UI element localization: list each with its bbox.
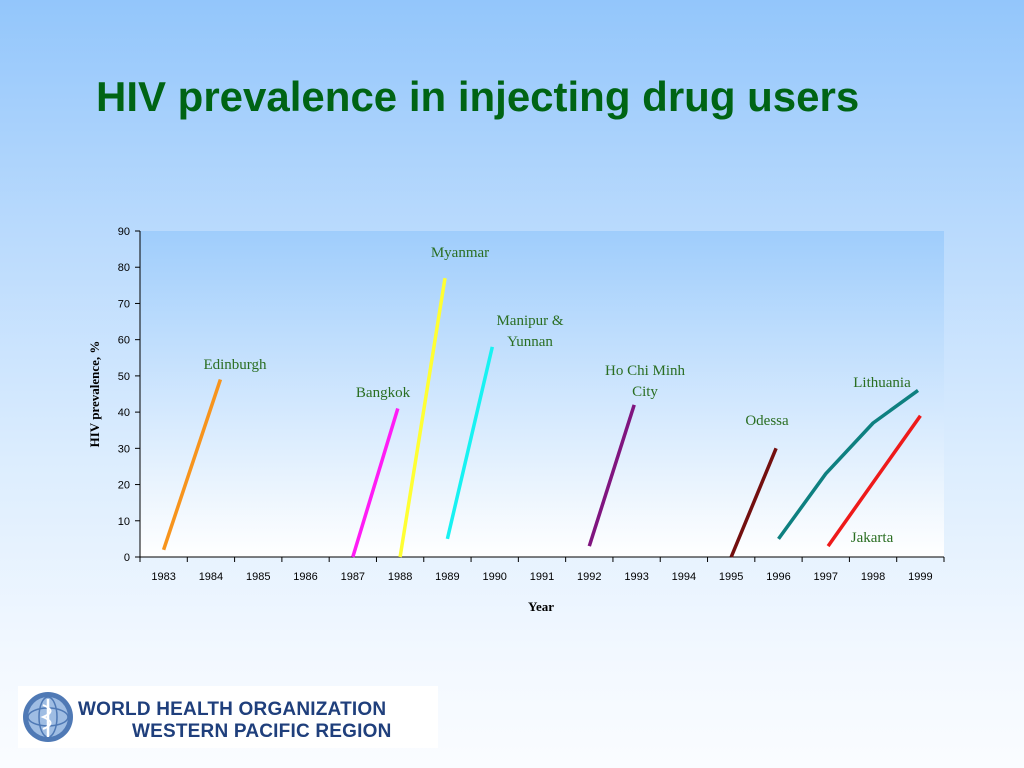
series-label: Myanmar <box>431 245 489 261</box>
series-line <box>587 404 636 547</box>
x-tick-label: 1988 <box>388 571 412 583</box>
y-tick-label: 30 <box>118 443 130 455</box>
org-region: WESTERN PACIFIC REGION <box>132 721 392 742</box>
x-tick-label: 1997 <box>814 571 838 583</box>
series-line <box>445 346 495 540</box>
x-tick-label: 1995 <box>719 571 743 583</box>
x-tick-label: 1994 <box>672 571 696 583</box>
y-tick-label: 70 <box>118 298 130 310</box>
series-line <box>777 388 920 540</box>
series-line <box>826 414 922 548</box>
y-tick-label: 40 <box>118 407 130 419</box>
y-axis-title: HIV prevalence, % <box>87 341 102 448</box>
series-line <box>351 407 400 558</box>
y-tick-label: 0 <box>124 552 130 564</box>
y-tick-label: 10 <box>118 516 130 528</box>
y-tick-label: 80 <box>118 262 130 274</box>
series-label: Edinburgh <box>203 357 267 373</box>
series-line <box>161 378 223 551</box>
y-tick-label: 60 <box>118 335 130 347</box>
series-label: Ho Chi Minh City <box>605 363 686 400</box>
org-name: WORLD HEALTH ORGANIZATION <box>78 699 387 720</box>
series-line <box>398 277 447 558</box>
x-tick-label: 1984 <box>199 571 223 583</box>
x-tick-label: 1991 <box>530 571 554 583</box>
series-label: Manipur & Yunnan <box>496 313 563 350</box>
x-tick-label: 1989 <box>435 571 459 583</box>
series-label: Jakarta <box>851 530 894 546</box>
x-tick-label: 1998 <box>861 571 885 583</box>
x-axis-title: Year <box>528 599 554 614</box>
x-tick-label: 1986 <box>293 571 317 583</box>
plot-area <box>140 231 944 557</box>
y-tick-label: 90 <box>118 226 130 238</box>
x-tick-label: 1993 <box>624 571 648 583</box>
y-tick-label: 20 <box>118 480 130 492</box>
x-tick-label: 1999 <box>908 571 932 583</box>
who-emblem-icon <box>23 692 73 742</box>
x-tick-label: 1983 <box>151 571 175 583</box>
x-tick-label: 1985 <box>246 571 270 583</box>
series-label: Lithuania <box>853 375 911 391</box>
slide-title: HIV prevalence in injecting drug users <box>96 73 860 120</box>
series-line <box>729 447 778 558</box>
who-logo: WORLD HEALTH ORGANIZATION WESTERN PACIFI… <box>18 686 438 748</box>
x-tick-label: 1987 <box>341 571 365 583</box>
series-label: Bangkok <box>356 385 411 401</box>
x-tick-label: 1992 <box>577 571 601 583</box>
series-label: Odessa <box>745 413 789 429</box>
x-tick-label: 1996 <box>766 571 790 583</box>
y-tick-label: 50 <box>118 371 130 383</box>
x-tick-label: 1990 <box>482 571 506 583</box>
